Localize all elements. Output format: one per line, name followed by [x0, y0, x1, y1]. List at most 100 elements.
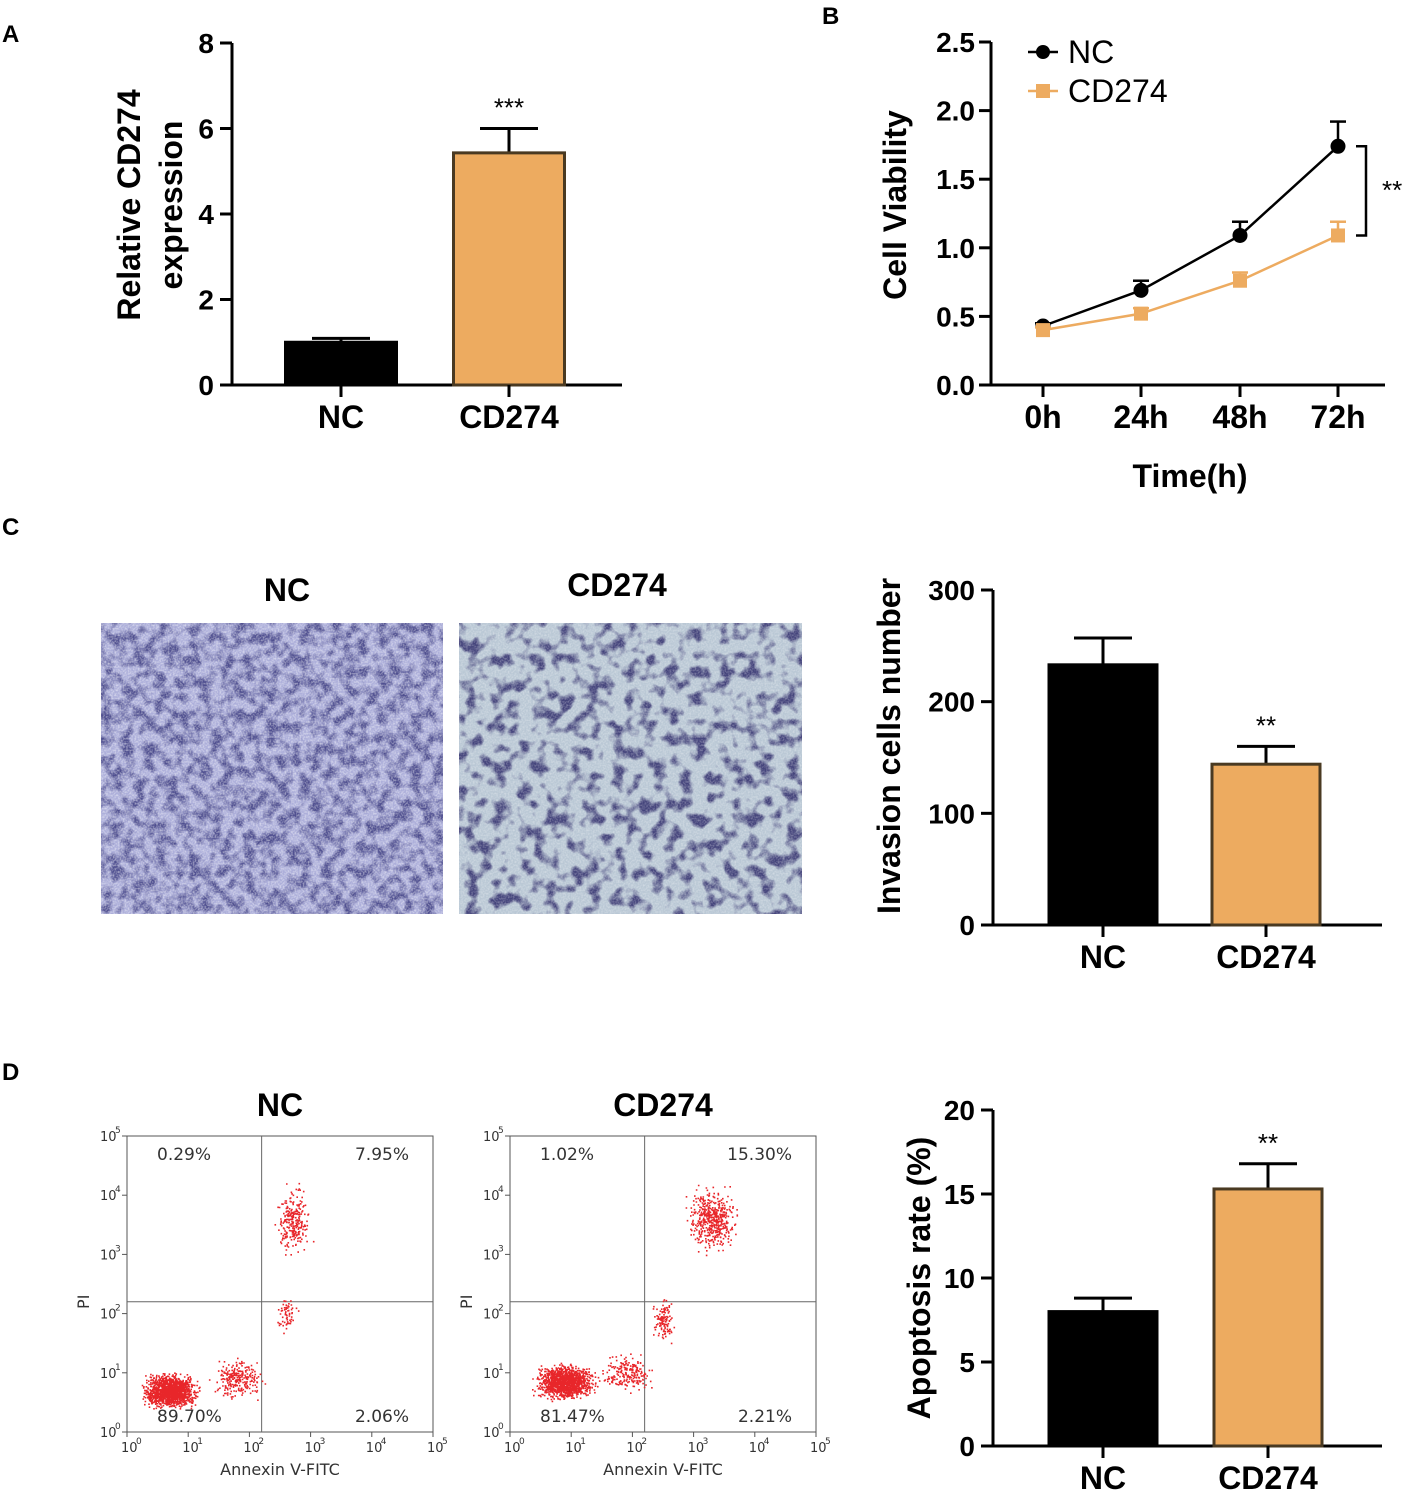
chart-d-ylabel: Apoptosis rate (%) [901, 1137, 937, 1420]
flow-plot-cd274: CD27410010010110110210210310310410410510… [457, 1087, 831, 1479]
series-line-cd274 [1042, 234, 1339, 332]
chart-a-ylabel-line1: Relative CD274 [111, 89, 147, 320]
y-tick-base: 10 [483, 1189, 500, 1204]
event-dots [532, 1184, 739, 1403]
x-tick-base: 10 [565, 1441, 582, 1456]
flow-title: CD274 [613, 1087, 713, 1123]
y-tick-exp: 4 [115, 1185, 121, 1195]
micrograph-nc-title: NC [264, 572, 310, 608]
x-tick-base: 10 [366, 1441, 383, 1456]
x-tick-base: 10 [121, 1441, 138, 1456]
y-tick-exp: 5 [498, 1126, 504, 1136]
x-tick-label-nc: NC [1080, 1460, 1126, 1496]
point-cd274 [1331, 228, 1345, 243]
x-tick-base: 10 [626, 1441, 643, 1456]
quadrant-upper-right: 7.95% [355, 1145, 409, 1165]
y-tick-label: 1.0 [936, 233, 975, 264]
x-tick-base: 10 [504, 1441, 521, 1456]
y-tick-base: 10 [100, 1426, 117, 1441]
event-dots [141, 1182, 315, 1410]
chart-a-ylabel-line2: expression [153, 121, 189, 290]
y-tick-label: 2.5 [936, 27, 975, 58]
x-tick-exp: 2 [258, 1437, 264, 1447]
chart-c-ylabel: Invasion cells number [871, 578, 907, 914]
x-tick-exp: 5 [825, 1437, 831, 1447]
significance-mark: *** [494, 93, 524, 123]
chart-b-ylabel: Cell Viability [877, 110, 913, 300]
y-tick-label: 8 [198, 28, 214, 59]
bar-nc [1047, 663, 1159, 927]
x-tick-base: 10 [243, 1441, 260, 1456]
x-tick-label: 72h [1310, 399, 1365, 435]
point-nc [1330, 138, 1346, 154]
y-tick-base: 10 [483, 1248, 500, 1263]
flow-title: NC [257, 1087, 303, 1123]
plot-frame [509, 1135, 817, 1433]
significance-mark: ** [1256, 710, 1276, 740]
significance-mark: ** [1258, 1128, 1278, 1158]
x-tick-base: 10 [810, 1441, 827, 1456]
bar-cd274 [1210, 762, 1322, 927]
x-tick-exp: 4 [764, 1437, 770, 1447]
y-tick-label: 15 [944, 1179, 975, 1210]
flow-plot-nc: NC100100101101102102103103104104105105An… [74, 1087, 448, 1479]
point-nc [1133, 282, 1149, 298]
x-tick-exp: 4 [381, 1437, 387, 1447]
y-tick-exp: 2 [115, 1304, 121, 1314]
y-tick-base: 10 [483, 1367, 500, 1382]
quadrant-lower-left: 81.47% [540, 1407, 605, 1427]
x-tick-base: 10 [688, 1441, 705, 1456]
y-tick-exp: 0 [498, 1422, 504, 1432]
point-nc [1232, 227, 1248, 243]
y-tick-base: 10 [100, 1367, 117, 1382]
x-tick-label: 48h [1212, 399, 1267, 435]
x-tick-label-nc: NC [318, 399, 364, 435]
y-tick-label: 0.0 [936, 370, 975, 401]
significance-bracket [1356, 145, 1368, 237]
y-tick-exp: 3 [498, 1244, 504, 1254]
y-tick-label: 2.0 [936, 96, 975, 127]
y-tick-base: 10 [100, 1189, 117, 1204]
y-tick-label: 0 [959, 1431, 975, 1462]
x-tick-base: 10 [182, 1441, 199, 1456]
y-tick-exp: 4 [498, 1185, 504, 1195]
legend-nc-label: NC [1068, 34, 1114, 70]
x-tick-base: 10 [427, 1441, 444, 1456]
point-cd274 [1036, 323, 1050, 338]
y-tick-label: 0 [198, 370, 214, 401]
series-line-nc [1042, 145, 1339, 328]
y-tick-base: 10 [483, 1130, 500, 1145]
x-tick-exp: 0 [136, 1437, 142, 1447]
bar-nc [1047, 1310, 1159, 1448]
point-cd274 [1233, 273, 1247, 288]
quadrant-upper-left: 0.29% [157, 1145, 211, 1165]
y-tick-exp: 1 [498, 1363, 504, 1373]
chart-b-xlabel: Time(h) [1133, 458, 1248, 494]
y-tick-exp: 2 [498, 1304, 504, 1314]
quadrant-upper-right: 15.30% [727, 1145, 792, 1165]
invasion-micrographs: NC CD274 [101, 567, 802, 914]
flow-xlabel: Annexin V-FITC [603, 1460, 723, 1479]
y-tick-label: 6 [198, 114, 214, 145]
y-tick-exp: 0 [115, 1422, 121, 1432]
y-tick-label: 20 [944, 1095, 975, 1126]
x-tick-exp: 0 [519, 1437, 525, 1447]
legend-nc-marker [1036, 45, 1050, 59]
x-tick-exp: 1 [580, 1437, 586, 1447]
chart-d-apoptosis: Apoptosis rate (%) 0 5 10 15 20 NC CD274 ** [901, 1095, 1382, 1496]
y-tick-label: 10 [944, 1263, 975, 1294]
plot-frame [126, 1135, 434, 1433]
y-tick-label: 2 [198, 285, 214, 316]
y-tick-base: 10 [483, 1308, 500, 1323]
x-tick-exp: 5 [442, 1437, 448, 1447]
y-tick-label: 1.5 [936, 164, 975, 195]
y-tick-label: 0 [959, 910, 975, 941]
x-tick-label-cd274: CD274 [459, 399, 559, 435]
panel-label-b: B [822, 3, 839, 30]
bar-nc [284, 340, 398, 387]
point-cd274 [1134, 306, 1148, 321]
legend-cd274-label: CD274 [1068, 73, 1168, 109]
micrograph-cd274 [459, 623, 802, 914]
quadrant-lower-right: 2.06% [355, 1407, 409, 1427]
